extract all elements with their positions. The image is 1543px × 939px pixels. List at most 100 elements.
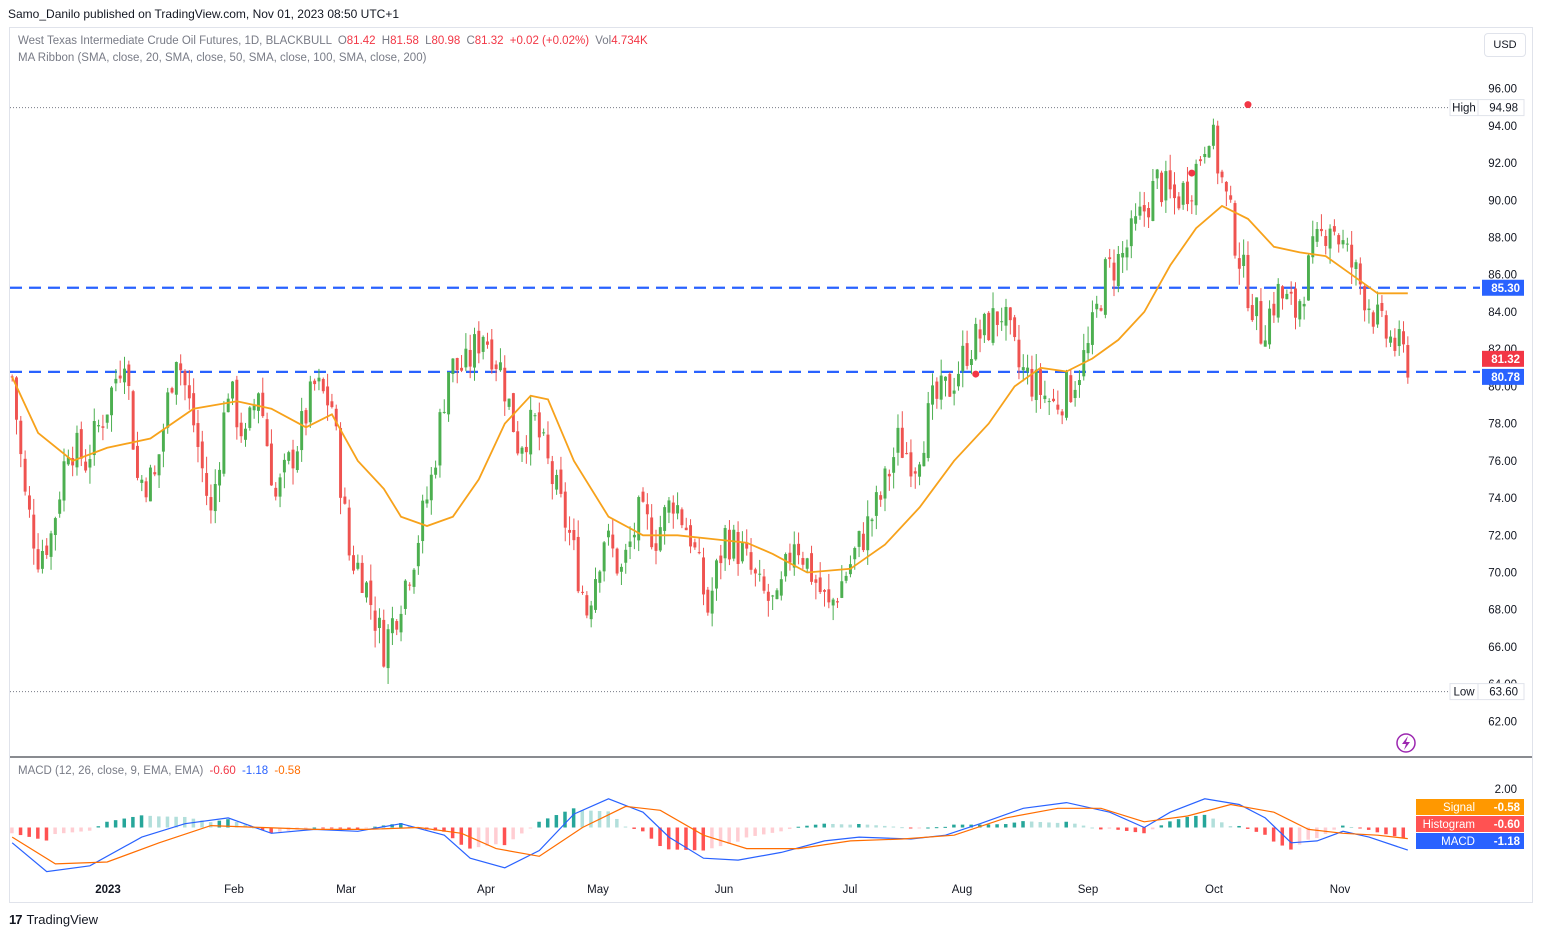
candle — [1008, 307, 1012, 335]
candle-body — [874, 492, 878, 516]
candle-body — [386, 629, 390, 669]
candle-body — [1077, 380, 1081, 386]
candle-body — [425, 499, 429, 504]
candle — [1086, 326, 1090, 361]
candle-body — [585, 595, 589, 616]
candle — [1060, 409, 1064, 425]
candle — [1406, 336, 1410, 384]
candle-body — [1380, 302, 1384, 311]
candle — [334, 404, 338, 431]
candle-body — [1039, 369, 1043, 395]
candle — [27, 486, 31, 518]
candle — [511, 392, 515, 433]
candle-body — [1272, 303, 1276, 316]
candle — [836, 597, 839, 609]
candle — [265, 412, 269, 447]
candle-body — [429, 474, 433, 501]
open-label: O — [337, 35, 347, 47]
candle-body — [801, 558, 805, 565]
candle-body — [1008, 307, 1012, 321]
candle — [252, 398, 256, 419]
histogram-bar — [701, 827, 706, 851]
candle-body — [511, 393, 515, 433]
macd-line — [11, 798, 1408, 873]
histogram-bar — [18, 827, 23, 836]
candle — [1082, 333, 1086, 381]
candle-body — [1268, 308, 1272, 345]
currency-button[interactable]: USD — [1484, 33, 1526, 57]
candle — [1246, 241, 1250, 312]
candle — [537, 402, 541, 451]
candle — [1354, 259, 1358, 286]
candle-body — [1173, 184, 1176, 199]
candle — [516, 421, 520, 456]
candle — [347, 499, 351, 561]
candle-body — [123, 368, 126, 383]
candle-body — [304, 410, 308, 424]
candle — [123, 356, 126, 395]
candle-body — [563, 491, 567, 528]
candle-body — [982, 313, 986, 336]
price-tick-label: 78.00 — [1488, 419, 1517, 431]
candle-body — [75, 432, 79, 468]
candle-body — [174, 362, 178, 395]
high-marker: High 94.98 — [1449, 99, 1525, 117]
candle — [676, 492, 680, 520]
histogram-bar — [62, 827, 66, 834]
candle-body — [481, 336, 485, 352]
price-tick-label: 86.00 — [1488, 270, 1517, 282]
histogram-bar — [770, 827, 775, 833]
candle — [922, 441, 926, 467]
candle-body — [494, 364, 498, 370]
candle-body — [248, 407, 252, 428]
candle — [1017, 324, 1021, 380]
candle-body — [1354, 262, 1358, 269]
candle — [416, 535, 420, 575]
candle — [205, 456, 209, 506]
candle — [818, 562, 822, 594]
candle-body — [269, 443, 273, 486]
candle-body — [1324, 236, 1328, 246]
candle-body — [97, 425, 101, 427]
candle-body — [693, 542, 697, 548]
candle — [533, 413, 537, 421]
lightning-icon[interactable] — [1396, 733, 1416, 753]
candle-body — [455, 358, 459, 371]
candle — [892, 447, 896, 489]
candle — [468, 334, 472, 379]
candle — [317, 368, 321, 391]
publisher-caption: Samo_Danilo published on TradingView.com… — [8, 7, 400, 21]
candle — [1056, 390, 1060, 415]
candle-body — [542, 432, 546, 434]
candle — [110, 386, 114, 432]
candle — [248, 406, 252, 431]
candle-body — [870, 519, 874, 522]
candle-body — [1337, 235, 1341, 245]
candle-body — [101, 426, 105, 428]
candle — [486, 332, 489, 349]
histogram-bar — [329, 827, 334, 829]
candle-body — [1203, 153, 1207, 158]
low-label: L — [425, 35, 432, 47]
candle-body — [347, 507, 351, 556]
time-axis: 2023 Feb Mar Apr May Jun Jul Aug Sep Oct Nov — [95, 884, 1350, 896]
candle-body — [408, 584, 412, 586]
histogram-bar — [857, 823, 861, 828]
candle-body — [836, 601, 839, 603]
candle-body — [740, 542, 744, 562]
candle-body — [1147, 207, 1151, 218]
candle-body — [486, 341, 489, 345]
candle-body — [317, 377, 321, 382]
candle-body — [79, 429, 83, 459]
candle — [887, 469, 891, 491]
candle-body — [762, 576, 766, 591]
histogram-bar — [131, 816, 135, 828]
candle — [736, 521, 740, 576]
candle — [1332, 219, 1336, 236]
histogram-bar — [70, 827, 75, 833]
candle-body — [922, 452, 926, 467]
histogram-bar — [917, 827, 922, 829]
candle-body — [732, 529, 736, 559]
level-upper-tag-box — [1482, 279, 1524, 296]
